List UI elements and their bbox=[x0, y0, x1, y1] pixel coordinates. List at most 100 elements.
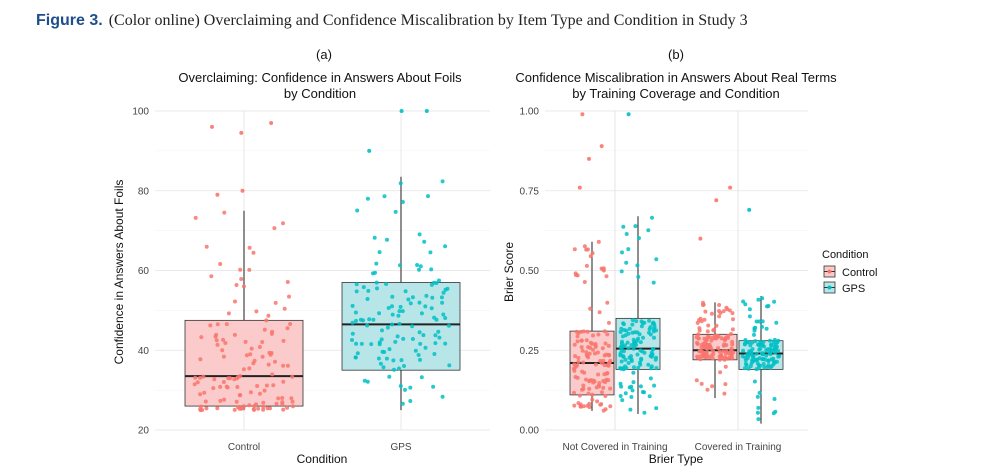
data-point bbox=[696, 336, 701, 341]
figure-caption-text: (Color online) Overclaiming and Confiden… bbox=[108, 12, 748, 29]
data-point bbox=[745, 340, 750, 345]
data-point bbox=[238, 267, 243, 272]
data-point bbox=[584, 377, 588, 382]
data-point bbox=[593, 362, 598, 367]
data-point bbox=[268, 352, 273, 357]
data-point bbox=[745, 352, 750, 357]
data-point bbox=[350, 338, 354, 342]
data-point bbox=[695, 320, 700, 325]
y-tick-label: 0.75 bbox=[520, 186, 540, 197]
data-point bbox=[359, 341, 364, 346]
data-point bbox=[239, 277, 244, 281]
x-tick-label-control: Control bbox=[228, 442, 260, 453]
data-point bbox=[626, 346, 631, 351]
data-point bbox=[443, 244, 448, 249]
data-point bbox=[716, 346, 721, 351]
data-point bbox=[587, 405, 592, 410]
data-point bbox=[761, 362, 766, 366]
data-point bbox=[587, 386, 592, 391]
data-point bbox=[756, 363, 761, 368]
data-point bbox=[371, 317, 376, 322]
data-point bbox=[417, 232, 422, 237]
data-point bbox=[400, 309, 405, 314]
data-point bbox=[247, 403, 252, 408]
data-point bbox=[391, 358, 396, 363]
data-point bbox=[740, 354, 745, 359]
data-point bbox=[701, 350, 706, 355]
data-point bbox=[212, 377, 217, 382]
data-point bbox=[649, 350, 654, 355]
data-point bbox=[260, 354, 265, 359]
data-point bbox=[717, 314, 722, 319]
data-point bbox=[592, 379, 597, 384]
data-point bbox=[632, 365, 636, 370]
data-point bbox=[235, 376, 239, 381]
data-point bbox=[430, 295, 435, 300]
legend-item-control: Control bbox=[823, 265, 877, 279]
box-control-control bbox=[184, 121, 304, 413]
data-point bbox=[774, 320, 779, 325]
data-point bbox=[619, 348, 624, 353]
data-point bbox=[602, 363, 607, 368]
data-point bbox=[603, 407, 608, 412]
data-point bbox=[705, 329, 710, 334]
data-point bbox=[647, 327, 652, 332]
data-point bbox=[280, 402, 285, 407]
data-point bbox=[626, 331, 631, 336]
data-point bbox=[623, 391, 628, 396]
data-point bbox=[410, 295, 415, 300]
data-point bbox=[418, 264, 423, 269]
data-point bbox=[771, 362, 776, 367]
data-point bbox=[756, 343, 761, 348]
y-tick-label: 0.25 bbox=[520, 346, 540, 357]
data-point bbox=[695, 340, 699, 345]
data-point bbox=[432, 315, 437, 320]
y-tick-label: 60 bbox=[138, 266, 150, 277]
data-point bbox=[575, 375, 580, 380]
data-point bbox=[396, 313, 401, 318]
data-point bbox=[221, 337, 226, 342]
data-point bbox=[281, 407, 286, 412]
panel-b-title-line-2: by Training Coverage and Condition bbox=[572, 86, 779, 101]
data-point bbox=[379, 337, 384, 342]
data-point bbox=[748, 349, 753, 354]
data-point bbox=[647, 318, 652, 323]
data-point bbox=[287, 294, 291, 299]
panel-b-label: (b) bbox=[668, 47, 684, 62]
data-point bbox=[390, 312, 395, 317]
data-point bbox=[578, 402, 583, 407]
data-point bbox=[630, 318, 635, 323]
outlier-point bbox=[714, 198, 719, 203]
data-point bbox=[249, 346, 254, 351]
data-point bbox=[251, 250, 256, 255]
data-point bbox=[276, 396, 281, 401]
data-point bbox=[441, 290, 446, 295]
data-point bbox=[766, 304, 771, 308]
data-point bbox=[423, 304, 428, 309]
data-point bbox=[384, 282, 389, 286]
data-point bbox=[218, 384, 223, 389]
data-point bbox=[753, 339, 758, 344]
data-point bbox=[410, 324, 415, 329]
data-point bbox=[764, 353, 769, 358]
panel-a-plot-area: 20 40 60 80 100 Control GPS bbox=[132, 107, 490, 453]
data-point bbox=[270, 372, 275, 377]
data-point bbox=[723, 351, 728, 356]
data-point bbox=[584, 350, 589, 355]
data-point bbox=[729, 346, 734, 351]
data-point bbox=[755, 410, 760, 415]
data-point bbox=[195, 380, 200, 385]
outlier-point bbox=[599, 144, 604, 149]
data-point bbox=[446, 323, 451, 328]
data-point bbox=[718, 310, 723, 315]
data-point bbox=[747, 314, 752, 319]
data-point bbox=[390, 294, 395, 299]
data-point bbox=[193, 375, 198, 380]
data-point bbox=[281, 338, 286, 343]
box-not-covered-in-training-gps bbox=[615, 112, 661, 415]
legend-key-control-dot bbox=[827, 269, 832, 274]
data-point bbox=[224, 384, 229, 389]
data-point bbox=[215, 322, 220, 327]
data-point bbox=[635, 352, 640, 357]
data-point bbox=[203, 399, 208, 404]
